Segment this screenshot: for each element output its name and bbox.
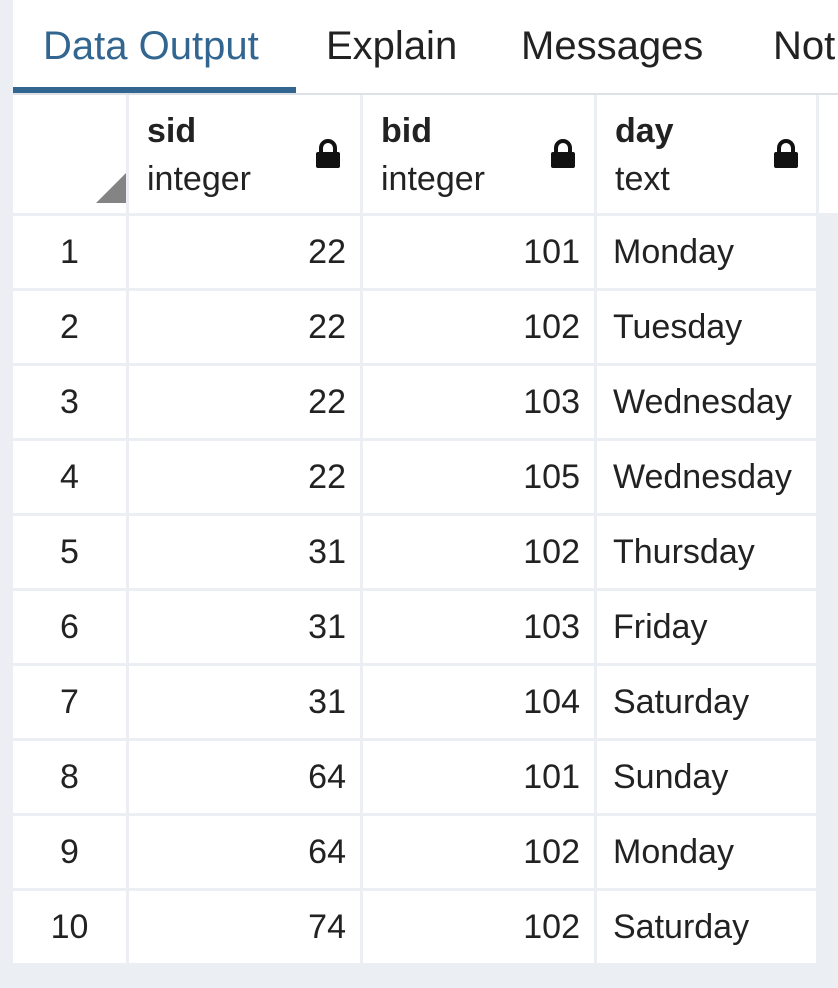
lock-icon	[774, 139, 798, 168]
row-number[interactable]: 1	[13, 216, 126, 288]
tab-divider	[13, 93, 838, 95]
cell-bid[interactable]: 102	[363, 291, 594, 363]
cell-sid[interactable]: 31	[129, 666, 360, 738]
cell-bid[interactable]: 103	[363, 366, 594, 438]
cell-bid[interactable]: 101	[363, 216, 594, 288]
row-number[interactable]: 2	[13, 291, 126, 363]
table-row[interactable]: 8 64 101 Sunday	[13, 741, 838, 813]
table-row[interactable]: 1 22 101 Monday	[13, 216, 838, 288]
data-grid: sid integer bid integer day text 1 22 10…	[13, 95, 838, 988]
table-row[interactable]: 7 31 104 Saturday	[13, 666, 838, 738]
column-name: bid	[381, 112, 432, 150]
row-number[interactable]: 3	[13, 366, 126, 438]
column-header-sid[interactable]: sid integer	[129, 95, 360, 213]
table-row[interactable]: 5 31 102 Thursday	[13, 516, 838, 588]
cell-day[interactable]: Sunday	[597, 741, 816, 813]
column-name: sid	[147, 112, 197, 150]
tab-messages[interactable]: Messages	[521, 24, 704, 68]
column-type: integer	[147, 160, 251, 198]
tab-explain[interactable]: Explain	[326, 24, 458, 68]
cell-day[interactable]: Saturday	[597, 666, 816, 738]
cell-bid[interactable]: 102	[363, 516, 594, 588]
cell-day[interactable]: Tuesday	[597, 291, 816, 363]
table-row[interactable]: 3 22 103 Wednesday	[13, 366, 838, 438]
cell-bid[interactable]: 101	[363, 741, 594, 813]
lock-icon	[551, 139, 575, 168]
result-tabs: Data Output Explain Messages Not	[13, 0, 838, 93]
lock-icon	[316, 139, 340, 168]
cell-bid[interactable]: 104	[363, 666, 594, 738]
cell-sid[interactable]: 22	[129, 441, 360, 513]
cell-sid[interactable]: 22	[129, 291, 360, 363]
cell-sid[interactable]: 22	[129, 216, 360, 288]
column-name: day	[615, 112, 674, 150]
cell-sid[interactable]: 64	[129, 741, 360, 813]
cell-day[interactable]: Saturday	[597, 891, 816, 963]
row-number[interactable]: 4	[13, 441, 126, 513]
column-header-day[interactable]: day text	[597, 95, 816, 213]
cell-bid[interactable]: 102	[363, 891, 594, 963]
row-number[interactable]: 5	[13, 516, 126, 588]
cell-bid[interactable]: 102	[363, 816, 594, 888]
row-number[interactable]: 6	[13, 591, 126, 663]
cell-day[interactable]: Thursday	[597, 516, 816, 588]
cell-day[interactable]: Monday	[597, 816, 816, 888]
row-number[interactable]: 7	[13, 666, 126, 738]
row-number[interactable]: 9	[13, 816, 126, 888]
panel-left-border	[0, 0, 13, 988]
cell-sid[interactable]: 22	[129, 366, 360, 438]
row-number[interactable]: 8	[13, 741, 126, 813]
select-all-corner-icon	[96, 173, 126, 203]
cell-sid[interactable]: 31	[129, 516, 360, 588]
table-row[interactable]: 4 22 105 Wednesday	[13, 441, 838, 513]
table-row[interactable]: 9 64 102 Monday	[13, 816, 838, 888]
cell-day[interactable]: Friday	[597, 591, 816, 663]
column-header-filler	[819, 95, 838, 213]
table-row[interactable]: 2 22 102 Tuesday	[13, 291, 838, 363]
cell-day[interactable]: Wednesday	[597, 366, 816, 438]
column-type: integer	[381, 160, 485, 198]
cell-bid[interactable]: 103	[363, 591, 594, 663]
cell-day[interactable]: Wednesday	[597, 441, 816, 513]
cell-sid[interactable]: 74	[129, 891, 360, 963]
column-type: text	[615, 160, 670, 198]
table-row[interactable]: 6 31 103 Friday	[13, 591, 838, 663]
column-header-bid[interactable]: bid integer	[363, 95, 594, 213]
select-all-corner[interactable]	[13, 95, 126, 213]
cell-sid[interactable]: 64	[129, 816, 360, 888]
cell-sid[interactable]: 31	[129, 591, 360, 663]
tab-notifications[interactable]: Not	[773, 24, 836, 68]
tab-data-output[interactable]: Data Output	[43, 24, 259, 68]
cell-bid[interactable]: 105	[363, 441, 594, 513]
active-tab-indicator	[13, 87, 296, 93]
table-row[interactable]: 10 74 102 Saturday	[13, 891, 838, 963]
row-number[interactable]: 10	[13, 891, 126, 963]
cell-day[interactable]: Monday	[597, 216, 816, 288]
